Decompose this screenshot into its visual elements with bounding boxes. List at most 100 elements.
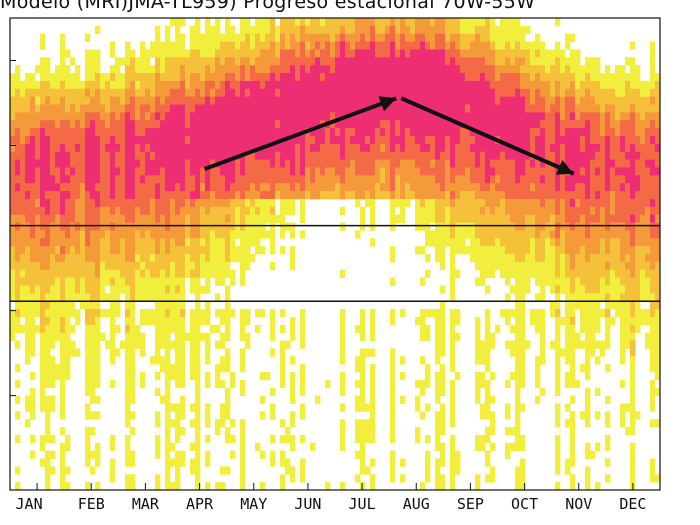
heatmap-cell [585,474,591,483]
heatmap-cell [65,482,71,490]
heatmap-cell [485,214,491,223]
heatmap-cell [290,419,296,428]
heatmap-cell [625,167,631,176]
heatmap-cell [340,340,346,349]
heatmap-cell [465,57,471,66]
heatmap-cell [275,191,281,200]
heatmap-cell [360,466,366,475]
heatmap-cell [500,143,506,153]
heatmap-cell [260,104,266,113]
heatmap-cell [580,159,586,168]
heatmap-cell [10,261,16,271]
heatmap-cell [315,128,321,137]
heatmap-cell [340,309,346,318]
heatmap-cell [220,403,226,412]
heatmap-cell [390,104,396,113]
heatmap-cell [15,254,21,263]
heatmap-cell [25,261,31,271]
heatmap-cell [555,466,561,475]
heatmap-cell [65,466,71,475]
heatmap-cell [200,222,206,231]
heatmap-cell [305,136,311,145]
heatmap-cell [135,151,141,160]
heatmap-cell [505,340,511,349]
heatmap-cell [290,411,296,420]
heatmap-cell [205,57,211,66]
heatmap-cell [45,450,51,459]
heatmap-cell [565,104,571,113]
heatmap-cell [370,372,376,381]
heatmap-cell [225,411,231,420]
heatmap-cell [210,65,216,74]
heatmap-cell [340,80,346,90]
heatmap-cell [430,120,436,129]
heatmap-cell [645,230,651,239]
heatmap-cell [560,254,566,263]
heatmap-cell [255,49,261,58]
heatmap-cell [300,88,306,98]
heatmap-cell [585,183,591,192]
heatmap-cell [585,450,591,459]
heatmap-cell [485,175,491,184]
heatmap-cell [45,120,51,129]
heatmap-cell [555,88,561,98]
heatmap-cell [210,159,216,168]
heatmap-cell [85,332,91,341]
heatmap-cell [140,57,146,66]
heatmap-cell [175,73,181,82]
heatmap-cell [225,301,231,310]
heatmap-cell [205,411,211,420]
heatmap-cell [530,128,536,137]
heatmap-cell [630,159,636,168]
heatmap-cell [400,356,406,365]
heatmap-cell [320,191,326,200]
heatmap-cell [355,41,361,50]
heatmap-cell [315,167,321,176]
heatmap-cell [510,159,516,168]
heatmap-cell [315,96,321,105]
heatmap-cell [130,167,136,176]
heatmap-cell [10,159,16,168]
heatmap-cell [540,143,546,153]
heatmap-cell [30,246,36,255]
heatmap-cell [195,136,201,145]
heatmap-cell [500,73,506,82]
heatmap-cell [515,293,521,302]
heatmap-cell [500,49,506,58]
heatmap-cell [25,277,31,286]
heatmap-cell [600,285,606,294]
heatmap-cell [150,285,156,294]
heatmap-cell [165,65,171,74]
heatmap-cell [450,206,456,216]
heatmap-cell [445,159,451,168]
heatmap-cell [435,324,441,334]
heatmap-cell [360,332,366,341]
heatmap-cell [430,143,436,153]
heatmap-cell [75,309,81,318]
heatmap-cell [65,206,71,216]
heatmap-cell [480,379,486,389]
heatmap-cell [295,73,301,82]
heatmap-cell [125,395,131,404]
heatmap-cell [10,80,16,90]
heatmap-cell [345,88,351,98]
heatmap-cell [75,222,81,231]
heatmap-cell [335,112,341,121]
heatmap-cell [225,466,231,475]
heatmap-cell [375,136,381,145]
heatmap-cell [480,277,486,286]
heatmap-cell [370,120,376,129]
heatmap-cell [250,254,256,263]
heatmap-cell [150,49,156,58]
heatmap-cell [290,33,296,42]
heatmap-cell [225,120,231,129]
heatmap-cell [330,73,336,82]
heatmap-cell [70,136,76,145]
heatmap-cell [45,159,51,168]
heatmap-cell [95,136,101,145]
heatmap-cell [135,143,141,153]
heatmap-cell [240,33,246,42]
heatmap-cell [615,167,621,176]
heatmap-cell [175,269,181,278]
heatmap-cell [425,309,431,318]
